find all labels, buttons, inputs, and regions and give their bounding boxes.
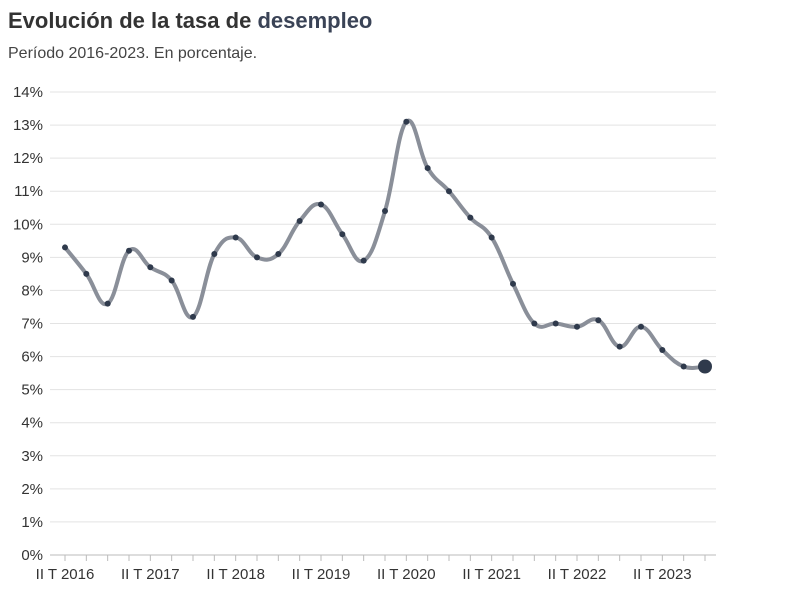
data-point — [339, 231, 346, 238]
data-point — [232, 234, 239, 241]
data-point — [126, 247, 132, 254]
y-tick-label: 5% — [21, 382, 43, 399]
data-point — [403, 118, 410, 125]
chart-title-accent: desempleo — [257, 8, 373, 33]
data-point — [488, 234, 495, 241]
last-data-point — [698, 359, 712, 374]
data-point — [638, 323, 644, 330]
data-point — [275, 251, 282, 258]
y-axis-labels: 0% 1% 2% 3% 4% 5% 6% 7% 8% 9% 10% 11% 12% 13% 14% — [13, 84, 43, 564]
data-point — [168, 277, 175, 284]
y-tick-label: 11% — [14, 183, 43, 200]
data-point — [211, 251, 218, 258]
data-point — [467, 214, 474, 221]
x-axis-labels: II T 2016 II T 2017 II T 2018 II T 2019 II T… — [36, 566, 692, 583]
x-tick-label: II T 2021 — [462, 566, 521, 583]
chart-title-start: Evolución de la tasa de — [8, 8, 252, 33]
x-tick-label: II T 2019 — [292, 566, 351, 583]
data-point — [62, 244, 68, 251]
y-tick-label: 9% — [21, 249, 43, 266]
x-tick-label: II T 2020 — [377, 566, 436, 583]
data-points — [62, 118, 712, 374]
data-point — [574, 323, 580, 330]
y-tick-label: 7% — [21, 316, 43, 333]
y-tick-label: 4% — [21, 415, 43, 432]
data-point — [83, 270, 90, 277]
data-point — [360, 257, 367, 264]
grid-lines — [50, 91, 716, 556]
y-tick-label: 12% — [13, 150, 43, 167]
y-tick-label: 3% — [21, 448, 43, 465]
x-tick-label: II T 2017 — [121, 566, 180, 583]
y-tick-label: 8% — [21, 282, 43, 299]
y-tick-label: 1% — [21, 514, 43, 531]
data-point — [616, 343, 623, 350]
data-point — [446, 188, 452, 195]
x-axis — [64, 555, 706, 561]
y-tick-label: 0% — [21, 547, 43, 564]
data-point — [296, 217, 303, 224]
data-point — [531, 320, 538, 327]
y-tick-label: 10% — [13, 216, 43, 233]
data-point — [680, 363, 687, 370]
chart-title: Evolución de la tasa de desempleo — [8, 8, 372, 34]
data-point — [190, 313, 196, 320]
data-point — [104, 300, 111, 307]
chart-subtitle: Período 2016-2023. En porcentaje. — [8, 45, 258, 62]
data-point — [659, 346, 666, 353]
data-point — [424, 165, 431, 172]
data-point — [382, 208, 388, 215]
data-point — [510, 280, 516, 287]
y-tick-label: 2% — [21, 481, 43, 498]
x-tick-label: II T 2023 — [633, 566, 692, 583]
y-tick-label: 6% — [21, 349, 43, 366]
x-tick-label: II T 2022 — [548, 566, 607, 583]
y-tick-label: 14% — [13, 84, 43, 101]
x-tick-label: II T 2018 — [206, 566, 265, 583]
x-tick-label: II T 2016 — [36, 566, 95, 583]
data-point — [147, 264, 154, 271]
data-point — [595, 317, 602, 324]
data-point — [254, 254, 260, 261]
data-point — [318, 201, 324, 208]
data-point — [552, 320, 559, 327]
y-tick-label: 13% — [13, 117, 43, 134]
